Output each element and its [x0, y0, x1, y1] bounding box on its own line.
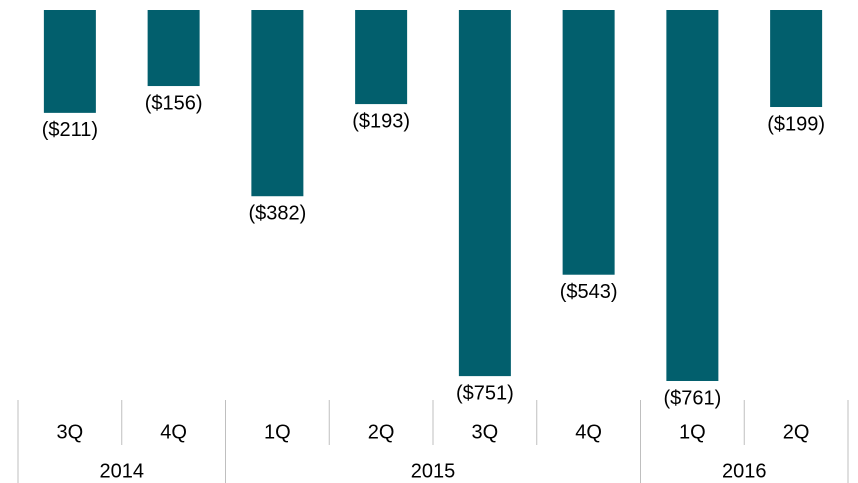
- bar: [770, 10, 823, 108]
- data-label: ($751): [456, 382, 514, 404]
- data-label: ($382): [248, 203, 306, 225]
- bar: [355, 10, 408, 105]
- bar: [147, 10, 200, 87]
- data-label: ($543): [560, 281, 618, 303]
- data-label: ($199): [767, 113, 825, 135]
- x-tick-label: 4Q: [575, 421, 602, 443]
- bar: [251, 10, 304, 197]
- x-tick-label: 2Q: [783, 421, 810, 443]
- group-label: 2015: [411, 460, 456, 482]
- bar: [666, 10, 719, 381]
- x-tick-label: 1Q: [264, 421, 291, 443]
- data-label: ($761): [663, 387, 721, 409]
- data-label: ($193): [352, 110, 410, 132]
- data-label: ($211): [42, 119, 98, 141]
- x-tick-label: 3Q: [472, 421, 499, 443]
- x-tick-label: 1Q: [679, 421, 706, 443]
- data-label: ($156): [145, 92, 203, 114]
- x-tick-label: 2Q: [368, 421, 395, 443]
- bar: [562, 10, 615, 275]
- bar: [43, 10, 96, 113]
- x-tick-label: 3Q: [57, 421, 84, 443]
- group-label: 2016: [722, 460, 767, 482]
- group-label: 2014: [100, 460, 145, 482]
- bar: [458, 10, 511, 377]
- x-tick-label: 4Q: [160, 421, 187, 443]
